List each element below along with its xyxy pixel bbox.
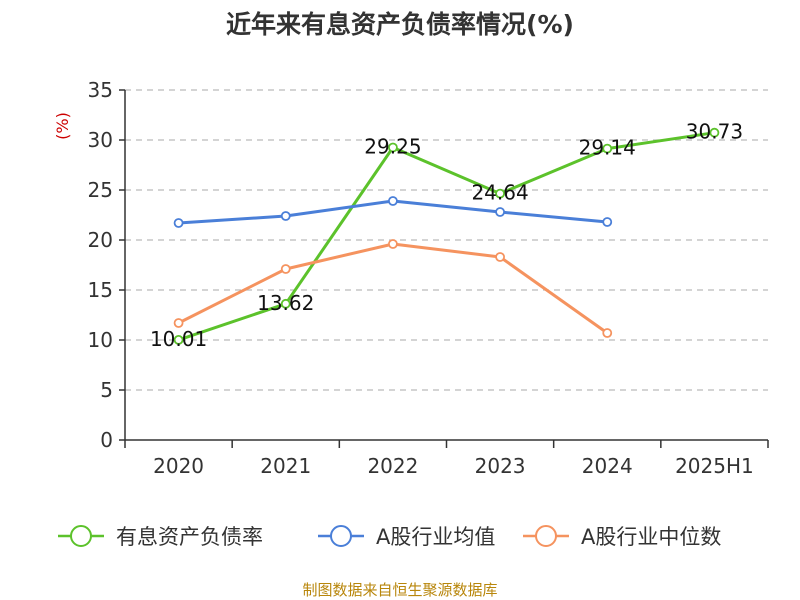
legend-item-2: A股行业中位数 bbox=[523, 525, 721, 549]
legend-item-1: A股行业均值 bbox=[318, 525, 495, 549]
source-note: 制图数据来自恒生聚源数据库 bbox=[302, 581, 497, 599]
x-tick-label-2023: 2023 bbox=[475, 454, 526, 478]
point-0-2022 bbox=[388, 142, 398, 153]
legend-label-2: A股行业中位数 bbox=[581, 525, 721, 549]
point-1-2024 bbox=[602, 217, 613, 227]
data-label-2020: 10.01 bbox=[150, 327, 207, 351]
y-tick-label-35: 35 bbox=[88, 78, 113, 102]
y-tick-label-25: 25 bbox=[88, 178, 113, 202]
series-0 bbox=[173, 127, 720, 345]
series-2 bbox=[173, 239, 613, 338]
y-tick-label-30: 30 bbox=[88, 128, 113, 152]
data-labels: 10.01 13.62 29.25 24.64 29.14 30.73 bbox=[150, 120, 743, 351]
point-0-2025H1 bbox=[709, 127, 720, 138]
legend-label-0: 有息资产负债率 bbox=[116, 525, 263, 549]
grid-lines bbox=[125, 89, 768, 391]
data-label-2021: 13.62 bbox=[257, 291, 314, 315]
x-tick-label-2024: 2024 bbox=[582, 454, 633, 478]
point-2-2024 bbox=[602, 328, 613, 338]
data-label-2022: 29.25 bbox=[364, 135, 421, 159]
point-1-2020 bbox=[173, 218, 184, 228]
legend-marker-2 bbox=[535, 525, 557, 547]
point-2-2020 bbox=[173, 318, 184, 328]
y-tick-label-0: 0 bbox=[100, 428, 113, 452]
data-label-2024: 29.14 bbox=[579, 136, 636, 160]
point-1-2022 bbox=[388, 196, 398, 206]
axes: 0 5 10 15 20 25 30 35 2020 2021 2022 2023 2024 2025H1 bbox=[88, 78, 769, 478]
x-tick-label-2025H1: 2025H1 bbox=[675, 454, 754, 478]
point-1-2021 bbox=[280, 211, 291, 221]
x-tick-label-2021: 2021 bbox=[260, 454, 311, 478]
y-tick-label-5: 5 bbox=[100, 378, 113, 402]
legend: 有息资产负债率 A股行业均值 A股行业中位数 bbox=[58, 525, 721, 549]
legend-item-0: 有息资产负债率 bbox=[58, 525, 263, 549]
point-0-2021 bbox=[280, 298, 291, 309]
point-2-2023 bbox=[495, 252, 505, 262]
x-tick-label-2020: 2020 bbox=[153, 454, 204, 478]
series-line-0 bbox=[177, 131, 716, 342]
point-1-2023 bbox=[495, 207, 505, 217]
legend-marker-0 bbox=[70, 525, 92, 547]
point-0-2023 bbox=[495, 188, 505, 199]
y-axis-unit: (%) bbox=[53, 112, 72, 140]
x-tick-label-2022: 2022 bbox=[367, 454, 418, 478]
legend-marker-1 bbox=[330, 525, 352, 547]
data-label-2023: 24.64 bbox=[471, 181, 528, 205]
legend-label-1: A股行业均值 bbox=[376, 525, 495, 549]
series-1 bbox=[173, 196, 613, 228]
y-tick-label-10: 10 bbox=[88, 328, 113, 352]
point-0-2020 bbox=[173, 334, 184, 345]
point-0-2024 bbox=[602, 143, 613, 154]
y-tick-label-20: 20 bbox=[88, 228, 113, 252]
y-tick-label-15: 15 bbox=[88, 278, 113, 302]
point-2-2022 bbox=[388, 239, 398, 249]
chart-title: 近年来有息资产负债率情况(%) bbox=[226, 10, 574, 39]
data-label-2025H1: 30.73 bbox=[686, 120, 743, 144]
point-2-2021 bbox=[280, 264, 291, 274]
series-layer bbox=[173, 127, 720, 345]
